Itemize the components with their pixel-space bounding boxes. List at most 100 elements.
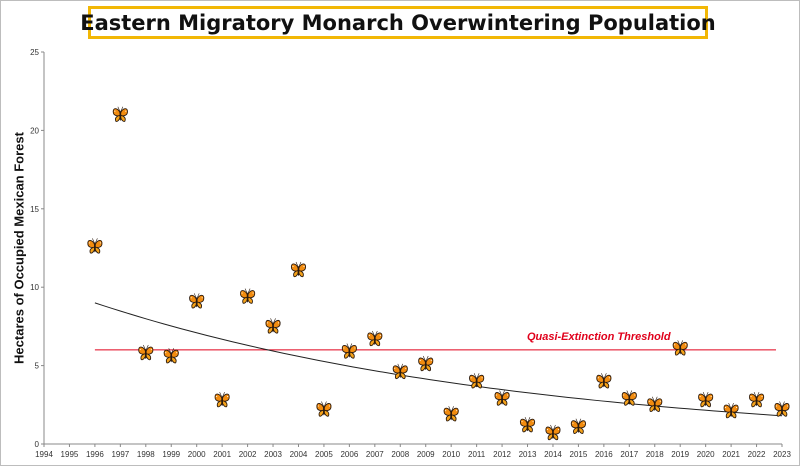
y-tick-label: 20: [30, 126, 39, 135]
data-point-butterfly: [519, 416, 536, 433]
data-point-butterfly: [621, 390, 637, 406]
y-axis-ticks: 0 5 10 15 20 25: [30, 48, 44, 449]
butterfly-icon: [87, 237, 103, 254]
butterfly-icon: [443, 405, 459, 422]
data-point-butterfly: [494, 390, 510, 406]
butterfly-icon: [138, 344, 154, 361]
butterfly-icon: [189, 292, 205, 309]
x-tick-label: 2001: [213, 450, 231, 459]
butterfly-icon: [545, 424, 561, 441]
data-point-butterfly: [672, 339, 688, 356]
butterfly-icon: [647, 396, 663, 413]
butterfly-icon: [112, 106, 128, 122]
data-point-butterfly: [316, 401, 332, 417]
data-points: [87, 106, 790, 441]
x-tick-label: 2021: [722, 450, 740, 459]
butterfly-icon: [367, 330, 383, 347]
butterfly-icon: [672, 339, 688, 356]
x-tick-label: 2003: [264, 450, 282, 459]
butterfly-icon: [494, 390, 510, 406]
y-tick-label: 15: [30, 205, 39, 214]
x-tick-label: 2009: [417, 450, 435, 459]
x-tick-label: 2011: [468, 450, 486, 459]
threshold-group: Quasi-Extinction Threshold: [94, 331, 776, 351]
x-tick-label: 1998: [137, 450, 155, 459]
x-tick-label: 2004: [290, 450, 308, 459]
x-tick-label: 2006: [340, 450, 358, 459]
x-tick-label: 2020: [697, 450, 715, 459]
x-tick-label: 2005: [315, 450, 333, 459]
data-point-butterfly: [367, 330, 383, 347]
y-tick-label: 25: [30, 48, 39, 57]
butterfly-icon: [239, 288, 256, 304]
data-point-butterfly: [239, 288, 256, 304]
butterfly-icon: [469, 372, 485, 389]
data-point-butterfly: [418, 355, 434, 372]
axes: [43, 52, 782, 445]
y-tick-label: 10: [30, 283, 39, 292]
data-point-butterfly: [290, 261, 307, 278]
x-axis-ticks: 1994 1995 1996 1997 1998 1999 2000 2001 2002 2003…: [35, 444, 791, 459]
trendline: [94, 302, 783, 417]
x-tick-label: 1999: [162, 450, 180, 459]
data-point-butterfly: [443, 405, 459, 422]
butterfly-icon: [596, 372, 612, 389]
butterfly-icon: [774, 401, 790, 417]
data-point-butterfly: [87, 237, 103, 254]
data-point-butterfly: [392, 363, 408, 380]
data-point-butterfly: [341, 342, 357, 359]
data-point-butterfly: [112, 106, 128, 122]
data-point-butterfly: [647, 396, 663, 413]
data-point-butterfly: [596, 372, 612, 389]
threshold-label: Quasi-Extinction Threshold: [527, 331, 671, 343]
butterfly-icon: [341, 342, 357, 359]
x-tick-label: 2012: [493, 450, 511, 459]
x-tick-label: 1995: [61, 450, 79, 459]
butterfly-icon: [698, 391, 714, 408]
x-tick-label: 2015: [570, 450, 588, 459]
butterfly-icon: [748, 391, 765, 408]
x-tick-label: 2016: [595, 450, 613, 459]
data-point-butterfly: [698, 391, 714, 408]
x-tick-label: 2007: [366, 450, 384, 459]
trendline-group: [94, 302, 783, 417]
x-tick-label: 1997: [111, 450, 129, 459]
x-tick-label: 2023: [773, 450, 791, 459]
data-point-butterfly: [138, 344, 154, 361]
x-tick-label: 2002: [239, 450, 257, 459]
data-point-butterfly: [570, 418, 587, 434]
butterfly-icon: [723, 402, 739, 419]
data-point-butterfly: [723, 402, 739, 419]
butterfly-icon: [418, 355, 434, 372]
x-tick-label: 2000: [188, 450, 206, 459]
data-point-butterfly: [545, 424, 561, 441]
data-point-butterfly: [748, 391, 765, 408]
data-point-butterfly: [774, 401, 790, 417]
butterfly-icon: [290, 261, 307, 278]
data-point-butterfly: [469, 372, 485, 389]
x-tick-label: 2008: [391, 450, 409, 459]
y-tick-label: 0: [35, 440, 40, 449]
x-tick-label: 1996: [86, 450, 104, 459]
x-tick-label: 2019: [671, 450, 689, 459]
butterfly-icon: [392, 363, 408, 380]
x-tick-label: 1994: [35, 450, 53, 459]
chart-title: Eastern Migratory Monarch Overwintering …: [80, 10, 716, 35]
x-tick-label: 2022: [748, 450, 766, 459]
butterfly-icon: [570, 418, 587, 434]
data-point-butterfly: [189, 292, 205, 309]
x-tick-label: 2010: [442, 450, 460, 459]
butterfly-icon: [316, 401, 332, 417]
y-tick-label: 5: [35, 362, 40, 371]
x-tick-label: 2017: [620, 450, 638, 459]
x-tick-label: 2013: [519, 450, 537, 459]
data-point-butterfly: [265, 317, 281, 334]
butterfly-icon: [265, 317, 281, 334]
butterfly-icon: [214, 391, 230, 408]
butterfly-icon: [621, 390, 637, 406]
data-point-butterfly: [214, 391, 230, 408]
x-tick-label: 2014: [544, 450, 562, 459]
chart-title-box: Eastern Migratory Monarch Overwintering …: [80, 6, 716, 39]
butterfly-icon: [519, 416, 536, 433]
